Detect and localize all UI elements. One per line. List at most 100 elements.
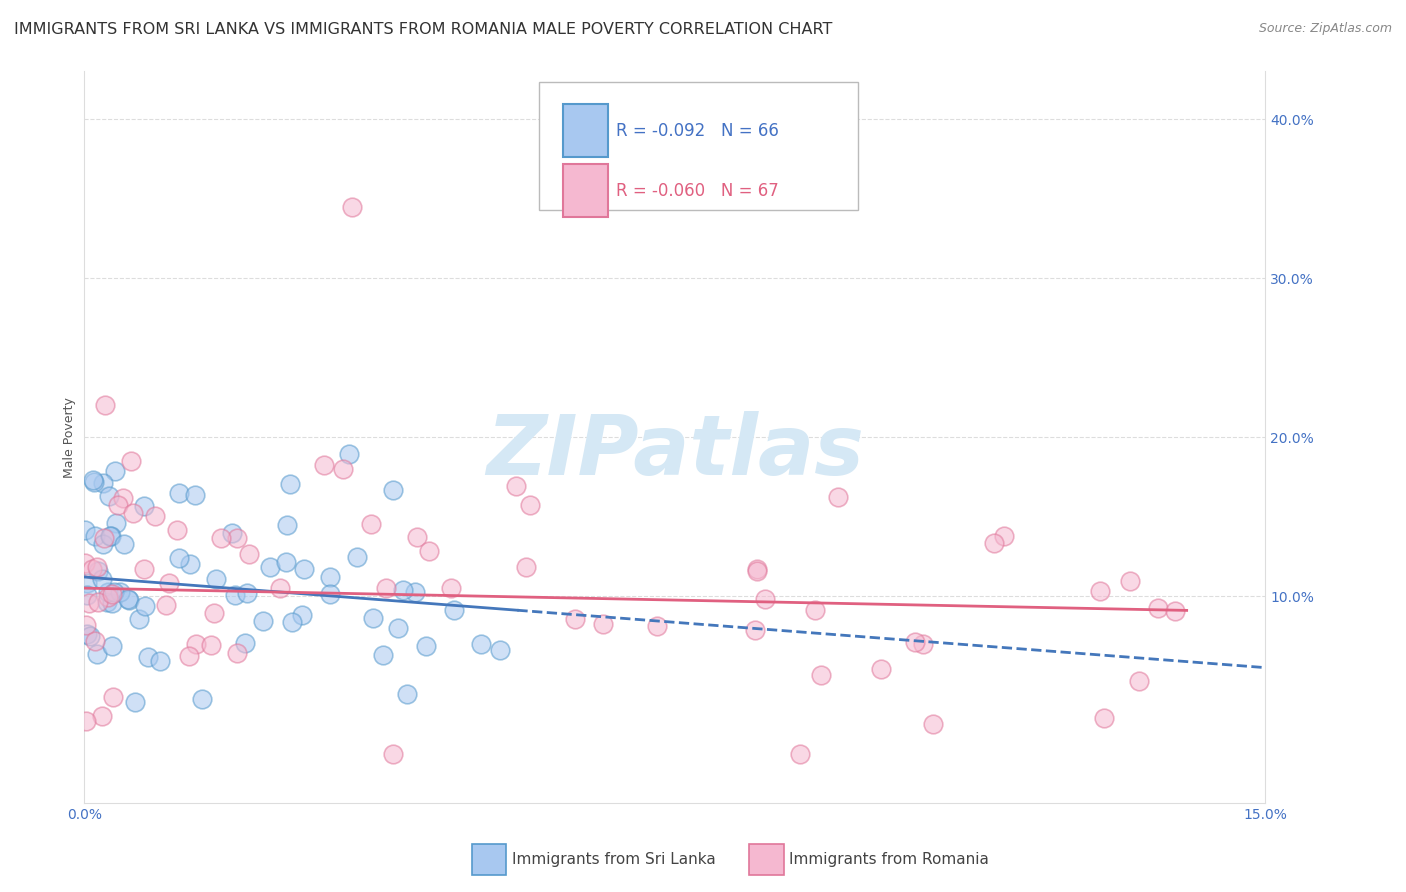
Point [276,555,298,569]
Point [166,523,188,537]
Point [186,636,208,650]
Point [803,602,825,616]
Text: ZIPatlas: ZIPatlas [486,411,863,492]
Point [91,572,114,586]
Point [157,576,180,591]
Point [319,587,342,601]
Point [382,747,405,761]
Point [1092,711,1115,725]
Point [1118,574,1140,588]
Point [202,606,225,620]
Point [337,447,360,461]
Point [418,543,440,558]
Point [754,592,776,607]
Point [318,570,340,584]
Point [98,529,121,543]
Point [1090,584,1112,599]
Point [75,524,97,538]
Point [124,695,146,709]
Point [564,612,586,626]
Point [827,491,849,505]
Point [82,562,104,576]
Point [87,595,110,609]
Point [93,531,115,545]
Point [75,618,97,632]
Point [443,603,465,617]
Point [381,483,404,497]
Point [86,560,108,574]
Point [360,516,382,531]
Text: Source: ZipAtlas.com: Source: ZipAtlas.com [1258,22,1392,36]
Point [238,548,260,562]
Point [405,585,427,599]
Point [75,714,97,728]
Point [236,586,259,600]
Point [233,636,256,650]
Point [645,618,668,632]
Point [149,654,172,668]
Point [395,687,418,701]
FancyBboxPatch shape [538,82,858,211]
Point [269,581,291,595]
Point [184,488,207,502]
Point [374,581,396,595]
Point [87,564,110,578]
Point [1163,604,1185,618]
Point [489,643,512,657]
Point [121,507,143,521]
Point [117,592,139,607]
Point [132,562,155,576]
Point [83,475,105,489]
Point [104,516,127,530]
Point [167,550,190,565]
Point [744,623,766,637]
Point [921,717,943,731]
Point [103,584,125,599]
Point [1128,673,1150,688]
Point [84,634,107,648]
Point [291,608,314,623]
FancyBboxPatch shape [562,104,607,157]
Point [278,476,301,491]
Point [205,572,228,586]
Point [91,476,114,491]
Point [869,662,891,676]
Point [789,747,811,761]
Point [745,561,768,575]
Point [76,588,98,602]
Point [179,557,201,571]
Point [515,559,537,574]
Point [346,550,368,565]
Point [519,498,541,512]
Point [747,564,769,578]
Point [470,637,492,651]
Text: Immigrants from Romania: Immigrants from Romania [789,852,990,867]
Point [96,595,118,609]
Point [134,599,156,614]
Point [76,576,98,591]
Point [276,518,298,533]
Point [101,587,124,601]
Point [332,462,354,476]
Point [221,526,243,541]
FancyBboxPatch shape [562,164,607,217]
Point [371,648,394,662]
Point [340,200,363,214]
Text: R = -0.060   N = 67: R = -0.060 N = 67 [616,182,779,200]
Text: IMMIGRANTS FROM SRI LANKA VS IMMIGRANTS FROM ROMANIA MALE POVERTY CORRELATION CH: IMMIGRANTS FROM SRI LANKA VS IMMIGRANTS … [14,22,832,37]
Point [100,529,122,543]
Point [415,639,437,653]
Y-axis label: Male Poverty: Male Poverty [63,397,76,477]
Point [98,490,121,504]
Point [107,499,129,513]
Point [294,562,316,576]
Point [77,596,100,610]
Point [179,649,201,664]
Point [252,614,274,628]
Point [120,454,142,468]
Point [104,464,127,478]
Point [79,629,101,643]
Point [138,650,160,665]
Point [128,612,150,626]
Point [392,582,415,597]
